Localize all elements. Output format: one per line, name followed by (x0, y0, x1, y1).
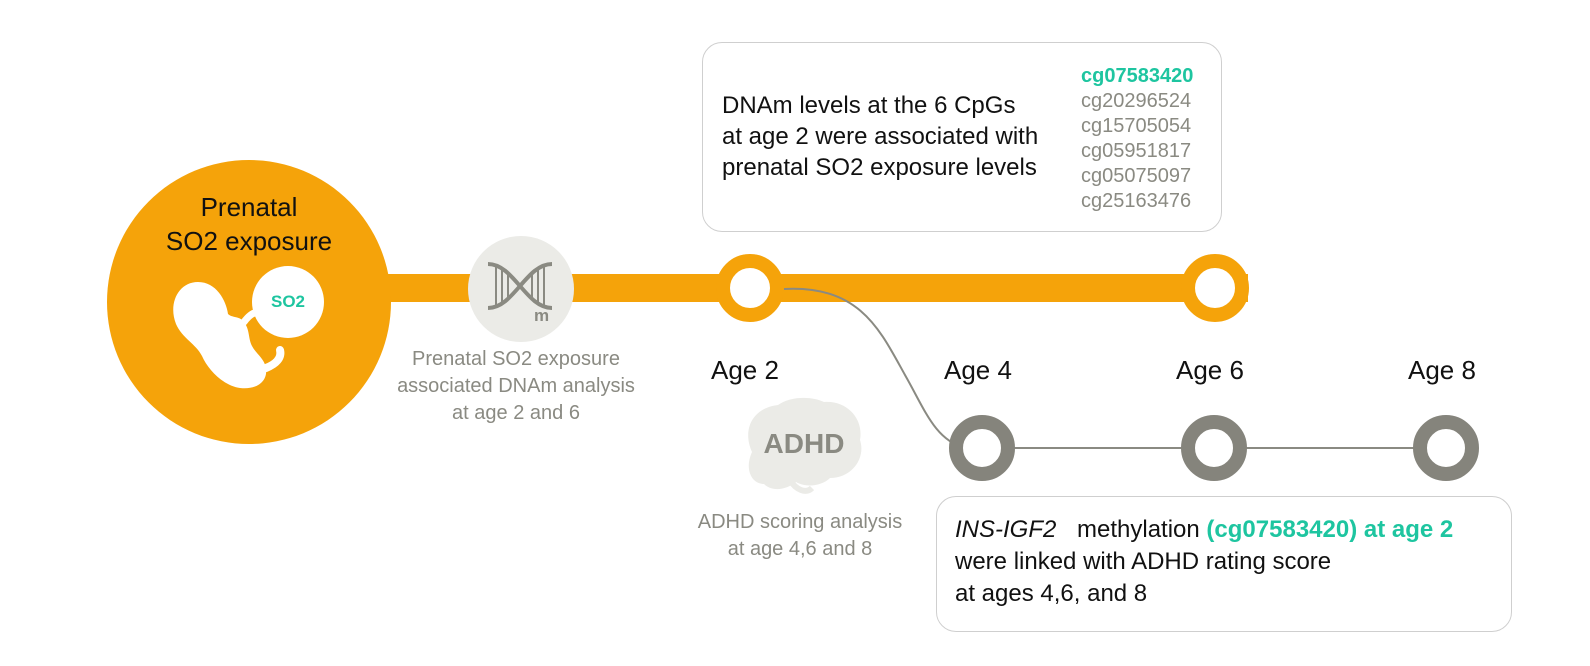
brain-icon (748, 397, 862, 494)
adhd-caption: ADHD scoring analysis at age 4,6 and 8 (650, 509, 950, 563)
cpg-association-text: DNAm levels at the 6 CpGs at age 2 were … (722, 90, 1038, 183)
dna-caption-line1: Prenatal SO2 exposure (412, 348, 620, 370)
age-label-6: Age 6 (1176, 355, 1244, 385)
prenatal-so2-title: Prenatal SO2 exposure (107, 190, 391, 258)
adhd-caption-line1: ADHD scoring analysis (697, 511, 903, 533)
cpg-item: cg05951817 (1081, 140, 1192, 162)
cpg-association-box (702, 42, 1222, 232)
methylation-word: methylation (1077, 516, 1200, 543)
highlight-cpg-age: (cg07583420) at age 2 (1206, 516, 1454, 543)
connector-curve (783, 287, 966, 449)
gene-name: INS-IGF2 (955, 516, 1057, 543)
top-box-line3: prenatal SO2 exposure levels (722, 154, 1037, 181)
cpg-item: cg05075097 (1081, 165, 1192, 187)
age4-grey-node (949, 415, 1015, 481)
methyl-badge: m (534, 306, 550, 325)
age6-grey-node (1181, 415, 1247, 481)
bottom-box-line2: were linked with ADHD rating score (955, 548, 1332, 575)
bottom-box-line1: INS-IGF2 methylation (cg07583420) at age… (955, 514, 1453, 546)
adhd-caption-line2: at age 4,6 and 8 (727, 538, 873, 560)
age-label-4: Age 4 (944, 355, 1012, 385)
cpg-item: cg25163476 (1081, 190, 1192, 212)
prenatal-so2-node (107, 160, 391, 444)
adhd-link-text: INS-IGF2 methylation (cg07583420) at age… (955, 514, 1453, 610)
bottom-box-line3: at ages 4,6, and 8 (955, 580, 1148, 607)
age-label-8: Age 8 (1408, 355, 1476, 385)
top-box-line1: DNAm levels at the 6 CpGs (722, 92, 1016, 119)
cpg-item: cg07583420 (1081, 65, 1194, 87)
age6-orange-node (1181, 254, 1249, 322)
dna-caption: Prenatal SO2 exposure associated DNAm an… (366, 346, 666, 427)
adhd-label: ADHD (763, 428, 845, 459)
title-line1: Prenatal (200, 192, 298, 222)
age-label-2: Age 2 (711, 355, 779, 385)
cpg-item: cg15705054 (1081, 115, 1192, 137)
dna-methylation-icon (487, 262, 553, 310)
cpg-item: cg20296524 (1081, 90, 1192, 112)
cpg-list: cg07583420 cg20296524 cg15705054 cg05951… (1081, 64, 1193, 214)
adhd-link-box (936, 496, 1512, 632)
so2-badge: SO2 (252, 266, 324, 338)
title-line2: SO2 exposure (165, 226, 333, 256)
age8-grey-node (1413, 415, 1479, 481)
dna-caption-line2: associated DNAm analysis (397, 375, 635, 397)
dna-caption-line3: at age 2 and 6 (452, 402, 580, 424)
top-box-line2: at age 2 were associated with (722, 123, 1039, 150)
age2-orange-node (716, 254, 784, 322)
